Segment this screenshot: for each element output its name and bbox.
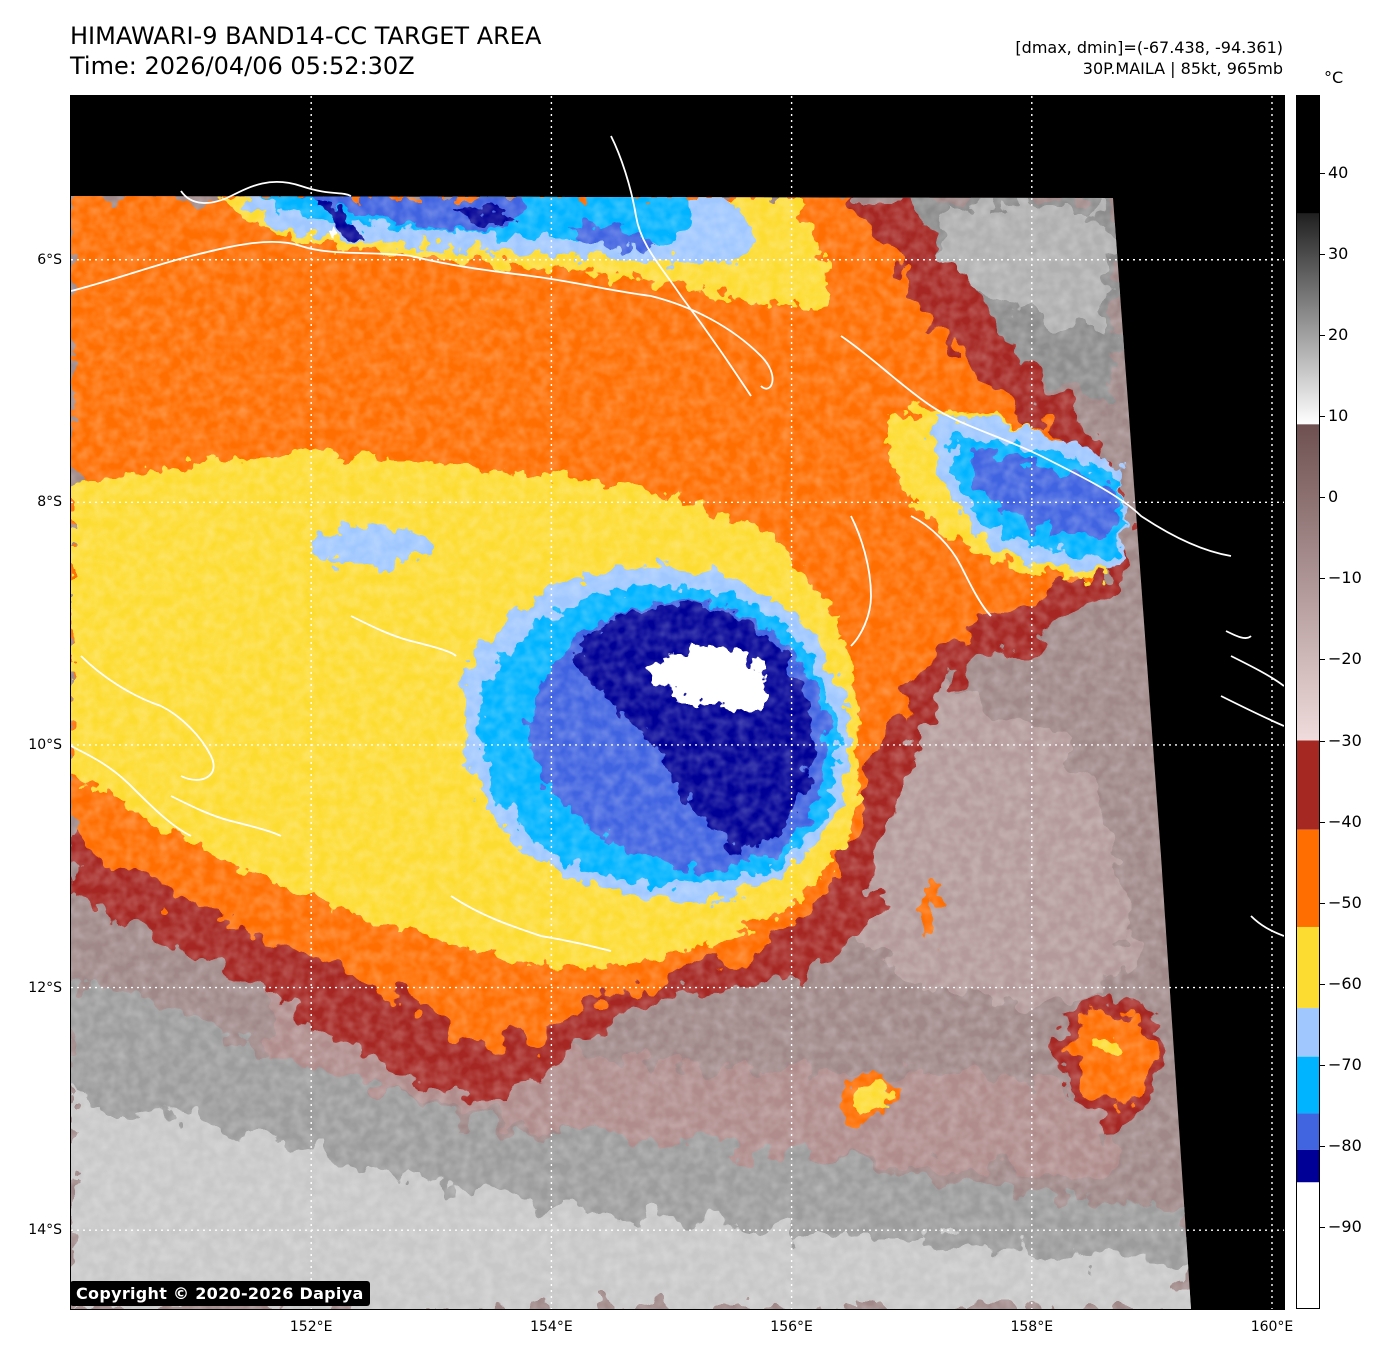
- colorbar-tick-label: −80: [1328, 1135, 1362, 1155]
- lat-label: 6°S: [37, 251, 62, 268]
- colorbar-tick-label: −60: [1328, 973, 1362, 993]
- colorbar-segment-yellow: [1297, 926, 1319, 1009]
- storm-info: 30P.MAILA | 85kt, 965mb: [1082, 59, 1283, 78]
- colorbar-segment-royal-blue: [1297, 1113, 1319, 1150]
- cloud-top-layers: [71, 196, 1191, 1309]
- satellite-map: [70, 95, 1285, 1310]
- colorbar-tick: [1320, 1145, 1325, 1147]
- colorbar-segment-navy: [1297, 1149, 1319, 1183]
- colorbar-tick: [1320, 497, 1325, 499]
- colorbar-segment-light-blue: [1297, 1008, 1319, 1057]
- gridlines: [71, 96, 1284, 1309]
- colorbar-tick: [1320, 740, 1325, 742]
- colorbar-segment-brown: [1297, 424, 1319, 741]
- colorbar-tick-label: −10: [1328, 568, 1362, 588]
- colorbar-tick: [1320, 659, 1325, 661]
- colorbar-tick-label: 40: [1328, 163, 1349, 183]
- colorbar-segment-white: [1297, 1182, 1319, 1308]
- colorbar-tick: [1320, 416, 1325, 418]
- colorbar-tick: [1320, 983, 1325, 985]
- colorbar-tick: [1320, 1226, 1325, 1228]
- temperature-range: [dmax, dmin]=(-67.438, -94.361): [1015, 38, 1283, 57]
- colorbar-tick-label: 10: [1328, 406, 1349, 426]
- colorbar-tick-label: −20: [1328, 649, 1362, 669]
- colorbar-tick-label: −70: [1328, 1054, 1362, 1074]
- colorbar-tick-label: 30: [1328, 244, 1349, 264]
- colorbar-tick: [1320, 173, 1325, 175]
- colorbar-tick: [1320, 1064, 1325, 1066]
- lon-label: 158°E: [1010, 1319, 1054, 1335]
- colorbar-segment-gray: [1297, 213, 1319, 425]
- colorbar-segment-warm: [1297, 96, 1319, 214]
- lon-label: 160°E: [1250, 1319, 1294, 1335]
- colorbar-tick-label: 0: [1328, 487, 1339, 507]
- copyright-notice: Copyright © 2020-2026 Dapiya: [70, 1281, 370, 1306]
- colorbar-tick: [1320, 821, 1325, 823]
- colorbar-tick: [1320, 902, 1325, 904]
- lat-label: 8°S: [37, 494, 62, 511]
- colorbar-tick-label: −50: [1328, 892, 1362, 912]
- lon-label: 152°E: [289, 1319, 333, 1335]
- colorbar-tick-label: −90: [1328, 1216, 1362, 1236]
- satellite-imagery: [71, 96, 1284, 1309]
- colorbar-tick: [1320, 254, 1325, 256]
- lon-label: 154°E: [530, 1319, 573, 1335]
- timestamp: Time: 2026/04/06 05:52:30Z: [70, 52, 415, 80]
- colorbar-segment-dark-red: [1297, 740, 1319, 830]
- colorbar-tick-label: −40: [1328, 811, 1362, 831]
- colorbar-segment-orange: [1297, 829, 1319, 927]
- lon-label: 156°E: [770, 1319, 813, 1335]
- colorbar-tick-label: −30: [1328, 730, 1362, 750]
- colorbar-tick: [1320, 578, 1325, 580]
- lat-label: 12°S: [28, 979, 62, 996]
- chart-title: HIMAWARI-9 BAND14-CC TARGET AREA: [70, 22, 542, 50]
- colorbar-segment-cyan: [1297, 1056, 1319, 1114]
- lat-label: 10°S: [28, 736, 62, 753]
- colorbar-tick-label: 20: [1328, 325, 1349, 345]
- colorbar-unit: °C: [1324, 68, 1344, 87]
- lat-label: 14°S: [28, 1222, 62, 1239]
- colorbar: [1296, 95, 1320, 1309]
- coastlines: [71, 135, 1284, 952]
- colorbar-tick: [1320, 335, 1325, 337]
- colorbar-scale: [1297, 96, 1319, 1308]
